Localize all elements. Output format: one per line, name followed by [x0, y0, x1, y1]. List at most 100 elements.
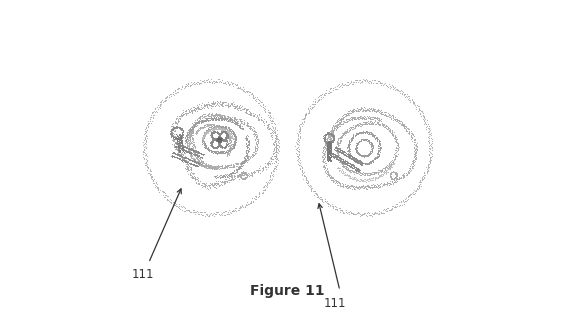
Point [170, 145, 179, 150]
Point [326, 143, 335, 149]
Point [363, 170, 373, 175]
Point [238, 159, 247, 165]
Point [263, 161, 273, 166]
Point [217, 137, 227, 142]
Point [426, 136, 435, 141]
Point [318, 145, 327, 150]
Point [228, 132, 237, 137]
Point [235, 165, 244, 170]
Point [186, 146, 195, 151]
Point [162, 192, 171, 197]
Point [206, 122, 216, 128]
Point [388, 169, 397, 175]
Point [372, 181, 381, 187]
Point [216, 136, 225, 141]
Point [181, 110, 190, 116]
Point [335, 140, 344, 145]
Point [229, 136, 239, 141]
Point [177, 113, 186, 118]
Point [209, 137, 218, 143]
Point [190, 152, 200, 157]
Point [342, 150, 351, 156]
Point [227, 141, 236, 146]
Point [228, 143, 237, 148]
Point [246, 200, 255, 205]
Point [183, 162, 192, 167]
Point [226, 142, 235, 147]
Point [210, 129, 219, 134]
Point [271, 156, 281, 161]
Point [387, 180, 396, 185]
Point [356, 137, 366, 143]
Point [207, 140, 216, 146]
Point [187, 150, 197, 156]
Point [339, 172, 348, 177]
Point [323, 154, 332, 159]
Point [206, 123, 215, 128]
Point [271, 129, 280, 134]
Point [411, 190, 420, 195]
Point [333, 152, 342, 158]
Point [322, 140, 331, 145]
Point [230, 136, 239, 141]
Point [324, 158, 333, 163]
Point [200, 131, 209, 136]
Point [254, 96, 263, 102]
Point [379, 171, 388, 177]
Point [191, 148, 200, 154]
Point [210, 166, 219, 172]
Point [427, 132, 436, 137]
Point [385, 171, 394, 176]
Point [217, 137, 227, 143]
Point [427, 151, 436, 157]
Point [239, 156, 248, 161]
Point [421, 172, 430, 177]
Point [271, 156, 280, 161]
Point [371, 80, 380, 85]
Point [145, 172, 155, 178]
Point [220, 137, 229, 142]
Point [357, 153, 366, 159]
Point [309, 102, 318, 107]
Point [352, 166, 361, 172]
Point [243, 202, 252, 208]
Point [325, 131, 334, 137]
Point [183, 129, 193, 134]
Point [347, 183, 356, 189]
Point [326, 173, 335, 178]
Point [230, 144, 239, 150]
Point [196, 118, 205, 123]
Point [269, 156, 278, 162]
Point [338, 161, 347, 166]
Point [391, 85, 400, 90]
Point [167, 133, 176, 138]
Point [374, 184, 384, 189]
Point [212, 166, 221, 171]
Point [368, 145, 377, 151]
Point [242, 173, 251, 178]
Point [219, 173, 228, 178]
Point [346, 108, 355, 113]
Point [213, 114, 222, 119]
Point [233, 161, 242, 166]
Point [338, 207, 347, 213]
Point [174, 148, 183, 153]
Point [355, 151, 365, 157]
Point [171, 155, 181, 160]
Point [297, 117, 306, 122]
Point [351, 168, 361, 174]
Point [363, 184, 373, 189]
Point [385, 83, 394, 89]
Point [426, 146, 435, 152]
Point [252, 167, 261, 172]
Point [214, 133, 224, 138]
Point [215, 135, 224, 140]
Point [232, 172, 242, 178]
Point [176, 139, 185, 145]
Point [214, 143, 223, 148]
Point [251, 132, 260, 137]
Point [186, 108, 196, 113]
Point [181, 136, 190, 142]
Point [189, 132, 198, 138]
Point [359, 107, 368, 112]
